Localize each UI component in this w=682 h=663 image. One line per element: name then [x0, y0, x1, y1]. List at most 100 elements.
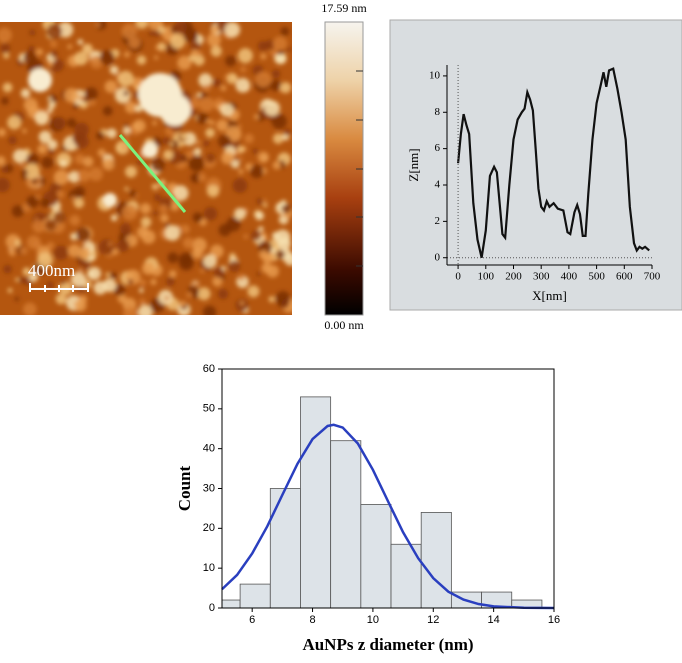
afm-grain [177, 55, 192, 70]
afm-grain [269, 79, 282, 92]
afm-grain [20, 164, 25, 169]
afm-grain [180, 132, 188, 140]
afm-grain [124, 186, 129, 192]
afm-grain [66, 118, 77, 128]
afm-grain [22, 128, 27, 134]
afm-grain [220, 103, 234, 117]
afm-grain [256, 197, 263, 205]
afm-grain [136, 55, 147, 65]
afm-grain [88, 255, 95, 262]
afm-grain [104, 80, 118, 93]
afm-grain [275, 290, 291, 306]
afm-grain [193, 147, 202, 156]
afm-grain [196, 140, 201, 145]
afm-grain [3, 52, 10, 59]
afm-image [0, 22, 292, 315]
afm-grain [271, 231, 281, 240]
afm-grain [275, 249, 285, 259]
afm-grain [284, 253, 292, 266]
afm-grain [140, 203, 152, 214]
afm-grain [71, 195, 77, 202]
afm-grain [151, 183, 158, 190]
afm-grain [164, 296, 170, 301]
afm-grain [38, 130, 52, 144]
afm-grain [117, 146, 122, 151]
afm-grain [0, 42, 11, 54]
afm-grain [74, 51, 88, 66]
afm-grain [157, 25, 166, 34]
afm-grain [125, 136, 130, 141]
afm-grain [272, 36, 288, 51]
bar [269, 488, 301, 608]
afm-grain [272, 133, 284, 144]
y-tick-label: 4 [435, 179, 441, 191]
afm-grain [0, 128, 7, 137]
afm-grain [226, 217, 241, 232]
afm-grain [206, 184, 220, 198]
afm-grain [255, 211, 265, 221]
afm-grain [174, 22, 188, 34]
profile-curve [456, 67, 650, 258]
x-tick-label: 6 [249, 614, 255, 626]
afm-grain [185, 150, 194, 159]
afm-grain [55, 189, 65, 199]
afm-grain [237, 146, 245, 154]
afm-grain [153, 193, 162, 202]
afm-grain [26, 153, 39, 167]
afm-grain [217, 288, 229, 300]
afm-grain [188, 155, 205, 172]
afm-grain [47, 139, 58, 150]
afm-grain [139, 279, 147, 287]
afm-grain [72, 133, 83, 144]
afm-grain [277, 237, 292, 251]
afm-grain [162, 137, 170, 145]
afm-grain [31, 178, 38, 185]
afm-grain [244, 133, 254, 144]
bar [300, 396, 332, 608]
afm-grain [191, 49, 199, 57]
afm-grain [262, 198, 267, 203]
x-tick-label: 300 [533, 271, 550, 283]
afm-grain [46, 23, 63, 39]
afm-grain [217, 134, 231, 148]
afm-grain [198, 96, 215, 112]
afm-grain [152, 120, 158, 126]
afm-grain [199, 267, 205, 274]
afm-grain [210, 25, 219, 34]
afm-grain [102, 157, 115, 171]
afm-grain [216, 119, 229, 132]
x-tick-label: 8 [309, 614, 315, 626]
y-tick-label: 40 [203, 443, 215, 455]
afm-grain [186, 291, 193, 299]
afm-grain [170, 33, 186, 49]
afm-grain [260, 53, 267, 60]
afm-grain [209, 119, 215, 126]
afm-grain [89, 55, 103, 69]
afm-grain [107, 241, 113, 247]
afm-grain [77, 169, 91, 183]
y-tick-label: 6 [435, 142, 441, 154]
afm-grain [220, 85, 227, 91]
afm-grain [53, 211, 66, 224]
afm-grain [123, 306, 138, 315]
afm-grain [125, 165, 137, 178]
afm-grain [237, 48, 253, 64]
afm-grain [112, 248, 119, 255]
bar [239, 583, 271, 608]
afm-grain [135, 22, 149, 29]
afm-grain [47, 61, 54, 67]
afm-grain [281, 203, 292, 214]
x-tick-label: 0 [455, 271, 461, 283]
afm-grain [155, 45, 160, 50]
afm-grain [271, 113, 287, 130]
afm-grain [172, 185, 189, 201]
afm-grain [12, 149, 28, 164]
afm-grain [82, 43, 93, 55]
afm-grain [11, 205, 24, 218]
afm-grain [196, 50, 203, 56]
afm-grain [169, 139, 179, 150]
afm-grain [79, 95, 85, 102]
afm-grain [163, 149, 174, 161]
afm-grain [182, 237, 194, 249]
